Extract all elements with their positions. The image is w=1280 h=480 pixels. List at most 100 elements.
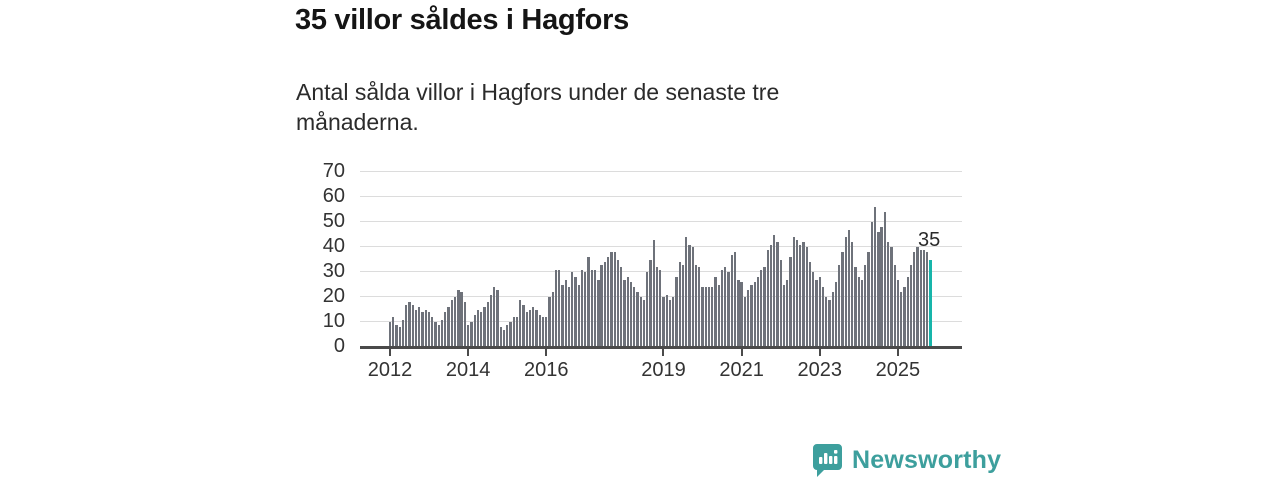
bar	[398, 327, 401, 347]
bar	[831, 292, 834, 347]
bar	[600, 264, 603, 347]
x-axis-tick-label: 2025	[875, 359, 921, 381]
bar	[701, 287, 704, 347]
bar	[633, 287, 636, 347]
bar	[685, 237, 688, 347]
bar	[522, 304, 525, 347]
bar	[864, 264, 867, 347]
bar	[727, 272, 730, 347]
bar	[431, 317, 434, 347]
bar	[851, 242, 854, 347]
bar	[711, 287, 714, 347]
bar	[411, 304, 414, 347]
bar	[421, 312, 424, 347]
bar	[900, 292, 903, 347]
y-gridline	[360, 196, 962, 197]
bar	[519, 299, 522, 347]
bar	[626, 277, 629, 347]
bar	[743, 297, 747, 347]
bar	[782, 284, 786, 347]
bar	[593, 269, 597, 347]
bar	[463, 302, 467, 347]
y-axis-tick-label: 20	[322, 285, 345, 307]
bar	[480, 312, 483, 347]
bar	[649, 259, 652, 347]
bar	[489, 294, 493, 347]
bar	[691, 247, 694, 347]
bar	[571, 272, 574, 347]
bar	[873, 207, 877, 347]
bar	[681, 264, 685, 347]
bar	[776, 242, 779, 347]
bar	[606, 257, 610, 347]
y-axis-tick-label: 10	[322, 310, 345, 332]
bar	[847, 229, 851, 347]
bar	[860, 279, 864, 347]
bar	[440, 319, 444, 347]
bar	[437, 324, 440, 347]
x-axis-tick	[662, 349, 665, 356]
bar	[841, 252, 844, 347]
bar	[746, 289, 750, 347]
bar	[476, 309, 480, 347]
bar	[558, 269, 561, 347]
x-axis-tick	[818, 349, 821, 356]
bar	[825, 297, 828, 347]
x-axis-tick-label: 2016	[524, 359, 569, 381]
newsworthy-logo-icon	[812, 443, 843, 477]
bar	[724, 267, 727, 347]
bar	[457, 289, 460, 347]
bar	[870, 222, 873, 347]
bar	[434, 322, 437, 347]
y-axis-tick-label: 60	[322, 185, 345, 207]
bar	[737, 279, 740, 347]
bar	[499, 327, 502, 347]
bar	[580, 269, 584, 347]
bar	[675, 277, 678, 347]
x-axis-tick-label: 2021	[719, 359, 764, 381]
bar	[766, 249, 769, 347]
bar	[493, 287, 496, 347]
bar	[916, 247, 919, 347]
bar	[694, 264, 698, 347]
bar	[828, 299, 831, 347]
bar	[795, 239, 799, 347]
y-axis-tick-label: 30	[322, 260, 345, 282]
bar	[548, 297, 551, 347]
bar	[805, 247, 808, 347]
bar	[818, 277, 821, 347]
bar	[388, 322, 392, 347]
bar	[714, 277, 717, 347]
bar	[506, 324, 509, 347]
x-axis-tick	[545, 349, 548, 356]
bar	[395, 324, 398, 347]
x-axis-tick	[740, 349, 743, 356]
bar	[926, 252, 929, 347]
bar	[750, 284, 753, 347]
y-axis-tick-label: 0	[333, 335, 345, 357]
bar	[909, 264, 913, 347]
bar	[769, 244, 773, 347]
y-axis-tick-label: 50	[322, 210, 345, 232]
bar	[603, 262, 607, 347]
bar	[483, 307, 486, 347]
bar	[561, 284, 564, 347]
bar	[812, 272, 815, 347]
bar	[763, 267, 766, 347]
bar	[408, 302, 411, 347]
bar	[922, 249, 926, 347]
bar	[427, 312, 431, 347]
bar	[532, 307, 535, 347]
x-axis-tick-label: 2023	[797, 359, 843, 381]
bar	[753, 282, 756, 347]
bar	[919, 249, 922, 347]
bar	[509, 322, 512, 347]
bar	[496, 289, 499, 347]
bar	[392, 317, 395, 347]
bar	[792, 237, 795, 347]
bar	[414, 309, 418, 347]
bar	[821, 287, 825, 347]
bar	[577, 284, 580, 347]
chart-subtitle: Antal sålda villor i Hagfors under de se…	[296, 79, 780, 135]
bar	[541, 317, 545, 347]
